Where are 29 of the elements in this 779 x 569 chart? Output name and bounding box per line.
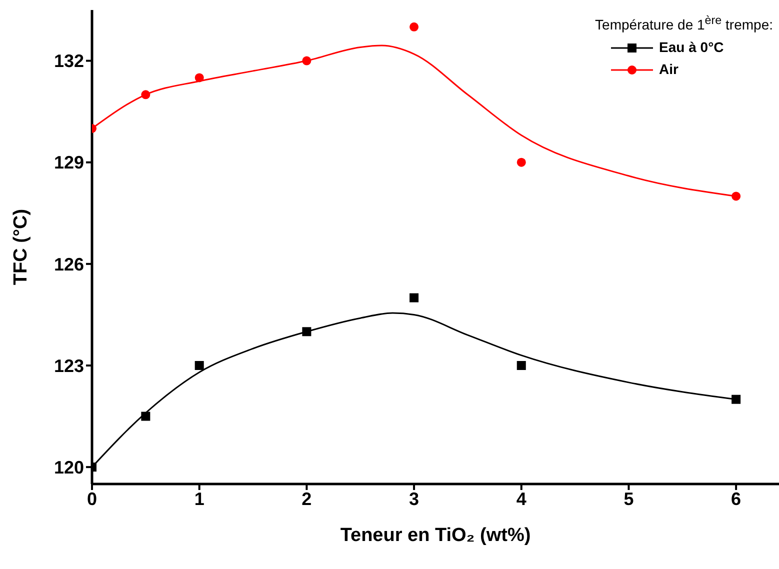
y-axis-title: TFC (°C) [10,208,32,286]
point [516,361,526,370]
point [302,327,312,336]
point [410,293,419,302]
point [516,158,526,167]
point [732,192,741,201]
point [194,361,204,370]
point [194,73,204,82]
legend-label: Air [658,60,680,79]
x-tick-label: 6 [731,488,742,509]
point [302,56,312,66]
x-tick-label: 5 [624,488,634,509]
y-tick-label: 132 [54,51,84,72]
y-tick-label: 129 [54,152,84,173]
x-tick-label: 2 [302,488,312,509]
point [732,394,741,404]
x-axis-title: Teneur en TiO₂ (wt%) [340,525,531,546]
point [141,412,150,421]
point [410,22,419,32]
x-tick-label: 0 [86,488,98,509]
x-tick-label: 3 [409,488,420,509]
y-tick-label: 126 [54,254,84,274]
y-tick-label: 123 [54,356,84,376]
point [141,90,150,100]
legend-label: Eau à 0°C [658,38,725,57]
x-tick-label: 4 [516,488,526,509]
y-tick-label: 120 [54,457,84,478]
x-tick-label: 1 [194,488,204,509]
legend-title: Température de 1$^{ère}$ trempe: [595,13,773,35]
